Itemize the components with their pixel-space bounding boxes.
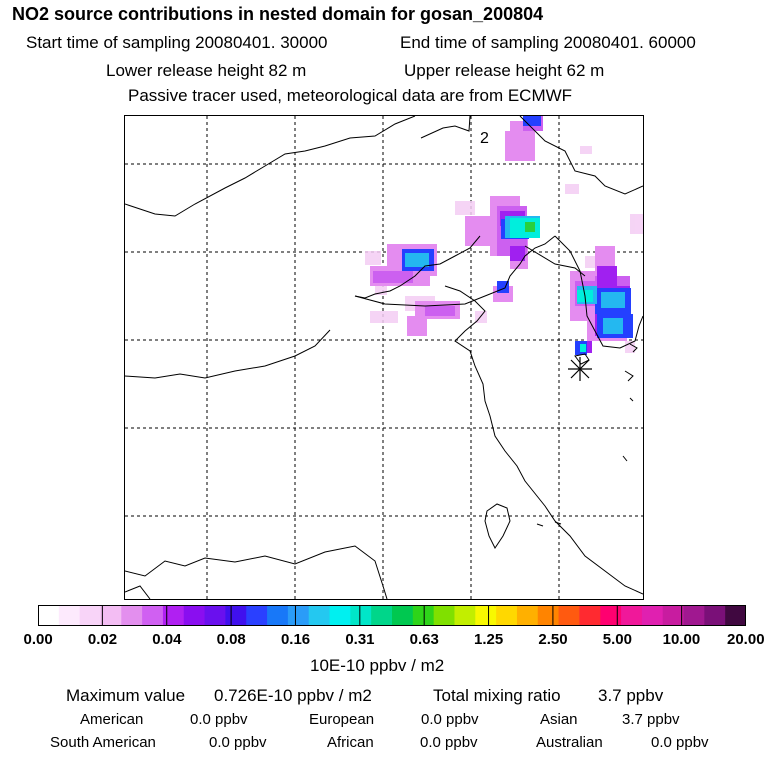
page-title: NO2 source contributions in nested domai… — [12, 4, 544, 24]
colorbar-cell — [350, 605, 372, 626]
colorbar-cell — [496, 605, 518, 626]
colorbar-tick-label: 0.16 — [280, 631, 311, 648]
colorbar-cell — [516, 605, 539, 626]
coastlines — [125, 116, 643, 599]
colorbar-cell — [267, 605, 289, 626]
colorbar-tick-label: 20.00 — [727, 631, 765, 648]
region-name: South American — [50, 734, 156, 751]
colorbar-cell — [683, 605, 705, 626]
lower-height-label: Lower release height 82 m — [106, 61, 307, 80]
region-value: 0.0 ppbv — [209, 734, 267, 751]
colorbar-cell — [454, 605, 476, 626]
colorbar-cell — [204, 605, 227, 626]
total-mixing-value: 3.7 ppbv — [598, 686, 664, 705]
colorbar-cell — [600, 605, 622, 626]
islands — [484, 343, 638, 549]
region-value: 3.7 ppbv — [622, 711, 680, 728]
colorbar — [38, 605, 746, 626]
colorbar-unit: 10E-10 ppbv / m2 — [310, 656, 445, 675]
colorbar-cell — [412, 605, 435, 626]
asterisk-icon — [568, 357, 592, 381]
colorbar-cell — [308, 605, 331, 626]
region-name: European — [309, 711, 375, 728]
colorbar-cell — [246, 605, 268, 626]
panel-number: 2 — [480, 130, 489, 147]
max-value-label: Maximum value — [66, 686, 186, 705]
colorbar-cells — [38, 605, 746, 626]
colorbar-cell — [579, 605, 601, 626]
colorbar-tick-label: 0.63 — [409, 631, 439, 648]
colorbar-cell — [662, 605, 685, 626]
colorbar-cell — [329, 605, 351, 626]
colorbar-tick-label: 0.04 — [152, 631, 182, 648]
colorbar-cell — [121, 605, 143, 626]
colorbar-cell — [100, 605, 122, 626]
colorbar-cell — [371, 605, 393, 626]
colorbar-tick-label: 10.00 — [662, 631, 701, 648]
map-canvas: 2 — [125, 116, 643, 599]
colorbar-tick-label: 2.50 — [538, 631, 568, 648]
colorbar-cell — [621, 605, 643, 626]
map-panel: 2 — [124, 115, 644, 600]
colorbar-cell — [287, 605, 310, 626]
colorbar-cell — [537, 605, 560, 626]
colorbar-tick-label: 5.00 — [602, 631, 632, 648]
colorbar-cell — [704, 605, 726, 626]
colorbar-cell — [433, 605, 456, 626]
colorbar-frame — [38, 605, 746, 626]
end-time-label: End time of sampling 20080401. 60000 — [400, 33, 696, 52]
region-value: 0.0 ppbv — [421, 711, 479, 728]
total-mixing-label: Total mixing ratio — [433, 686, 561, 705]
colorbar-cell — [38, 605, 60, 626]
colorbar-cell — [558, 605, 581, 626]
colorbar-tick-label: 1.25 — [474, 631, 504, 648]
colorbar-tick-label: 0.08 — [216, 631, 246, 648]
colorbar-cell — [392, 605, 414, 626]
colorbar-cell — [725, 605, 746, 626]
region-name: Australian — [536, 734, 603, 751]
colorbar-cell — [58, 605, 81, 626]
colorbar-tick-label: 0.02 — [87, 631, 118, 648]
region-value: 0.0 ppbv — [651, 734, 709, 751]
colorbar-cell — [641, 605, 664, 626]
max-value: 0.726E-10 ppbv / m2 — [214, 686, 372, 705]
colorbar-cell — [79, 605, 102, 626]
colorbar-tick-label: 0.00 — [23, 631, 53, 648]
grid-lines — [125, 116, 643, 599]
start-time-label: Start time of sampling 20080401. 30000 — [26, 33, 328, 52]
colorbar-cell — [162, 605, 185, 626]
colorbar-cell — [225, 605, 247, 626]
region-value: 0.0 ppbv — [420, 734, 478, 751]
tracer-note: Passive tracer used, meteorological data… — [128, 86, 573, 105]
concentration-plumes — [365, 116, 643, 355]
colorbar-cell — [183, 605, 206, 626]
colorbar-tick-label: 0.31 — [345, 631, 375, 648]
colorbar-cell — [142, 605, 164, 626]
colorbar-cell — [475, 605, 497, 626]
region-name: African — [327, 734, 374, 751]
region-value: 0.0 ppbv — [190, 711, 248, 728]
colorbar-dividers — [101, 605, 683, 626]
region-name: American — [80, 711, 144, 728]
region-name: Asian — [540, 711, 578, 728]
upper-height-label: Upper release height 62 m — [404, 61, 605, 80]
